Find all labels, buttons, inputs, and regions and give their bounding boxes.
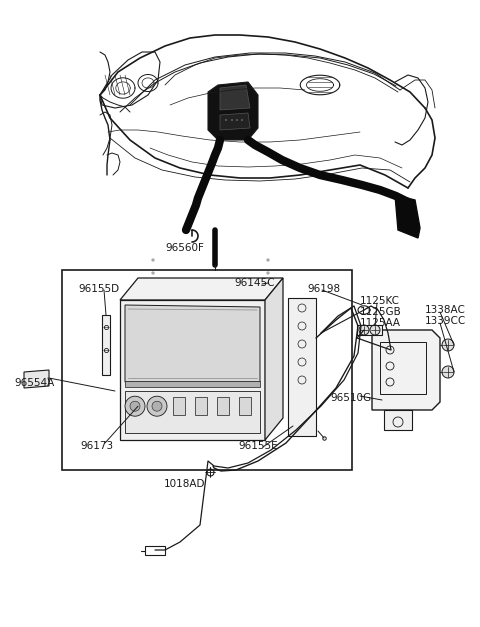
Polygon shape bbox=[357, 325, 382, 335]
Circle shape bbox=[359, 325, 369, 335]
Bar bbox=[145, 546, 165, 555]
Text: 96560F: 96560F bbox=[166, 243, 204, 253]
Circle shape bbox=[152, 401, 162, 411]
Text: 96554A: 96554A bbox=[14, 378, 54, 388]
Text: 1125AA: 1125AA bbox=[360, 318, 401, 328]
Bar bbox=[125, 381, 260, 387]
Circle shape bbox=[370, 325, 380, 335]
Circle shape bbox=[125, 396, 145, 416]
Text: 1125GB: 1125GB bbox=[360, 307, 402, 317]
Bar bbox=[62, 270, 352, 470]
Text: 96145C: 96145C bbox=[234, 278, 275, 288]
Text: 96510G: 96510G bbox=[330, 393, 371, 403]
Bar bbox=[239, 397, 251, 415]
Polygon shape bbox=[24, 370, 49, 388]
Polygon shape bbox=[372, 330, 440, 410]
Bar bbox=[380, 342, 426, 394]
Bar bbox=[288, 298, 316, 436]
Polygon shape bbox=[208, 82, 258, 140]
Text: 1125KC: 1125KC bbox=[360, 296, 400, 306]
Text: 1338AC: 1338AC bbox=[425, 305, 466, 315]
Polygon shape bbox=[384, 410, 412, 430]
Polygon shape bbox=[265, 278, 283, 440]
Polygon shape bbox=[395, 195, 420, 238]
Bar bbox=[173, 397, 185, 415]
Polygon shape bbox=[125, 305, 260, 382]
Polygon shape bbox=[102, 315, 110, 375]
Text: 96198: 96198 bbox=[307, 284, 340, 294]
Text: 96155E: 96155E bbox=[238, 441, 277, 451]
Polygon shape bbox=[220, 113, 250, 130]
Circle shape bbox=[130, 401, 140, 411]
Polygon shape bbox=[120, 300, 265, 440]
Text: 96155D: 96155D bbox=[78, 284, 119, 294]
Text: 1339CC: 1339CC bbox=[425, 316, 466, 326]
Text: 96173: 96173 bbox=[80, 441, 113, 451]
Text: 1018AD: 1018AD bbox=[164, 479, 206, 489]
Circle shape bbox=[442, 366, 454, 378]
Bar bbox=[195, 397, 207, 415]
Polygon shape bbox=[220, 85, 250, 110]
Bar bbox=[125, 391, 260, 433]
Bar bbox=[217, 397, 229, 415]
Circle shape bbox=[442, 339, 454, 351]
Polygon shape bbox=[120, 278, 283, 300]
Circle shape bbox=[147, 396, 167, 416]
